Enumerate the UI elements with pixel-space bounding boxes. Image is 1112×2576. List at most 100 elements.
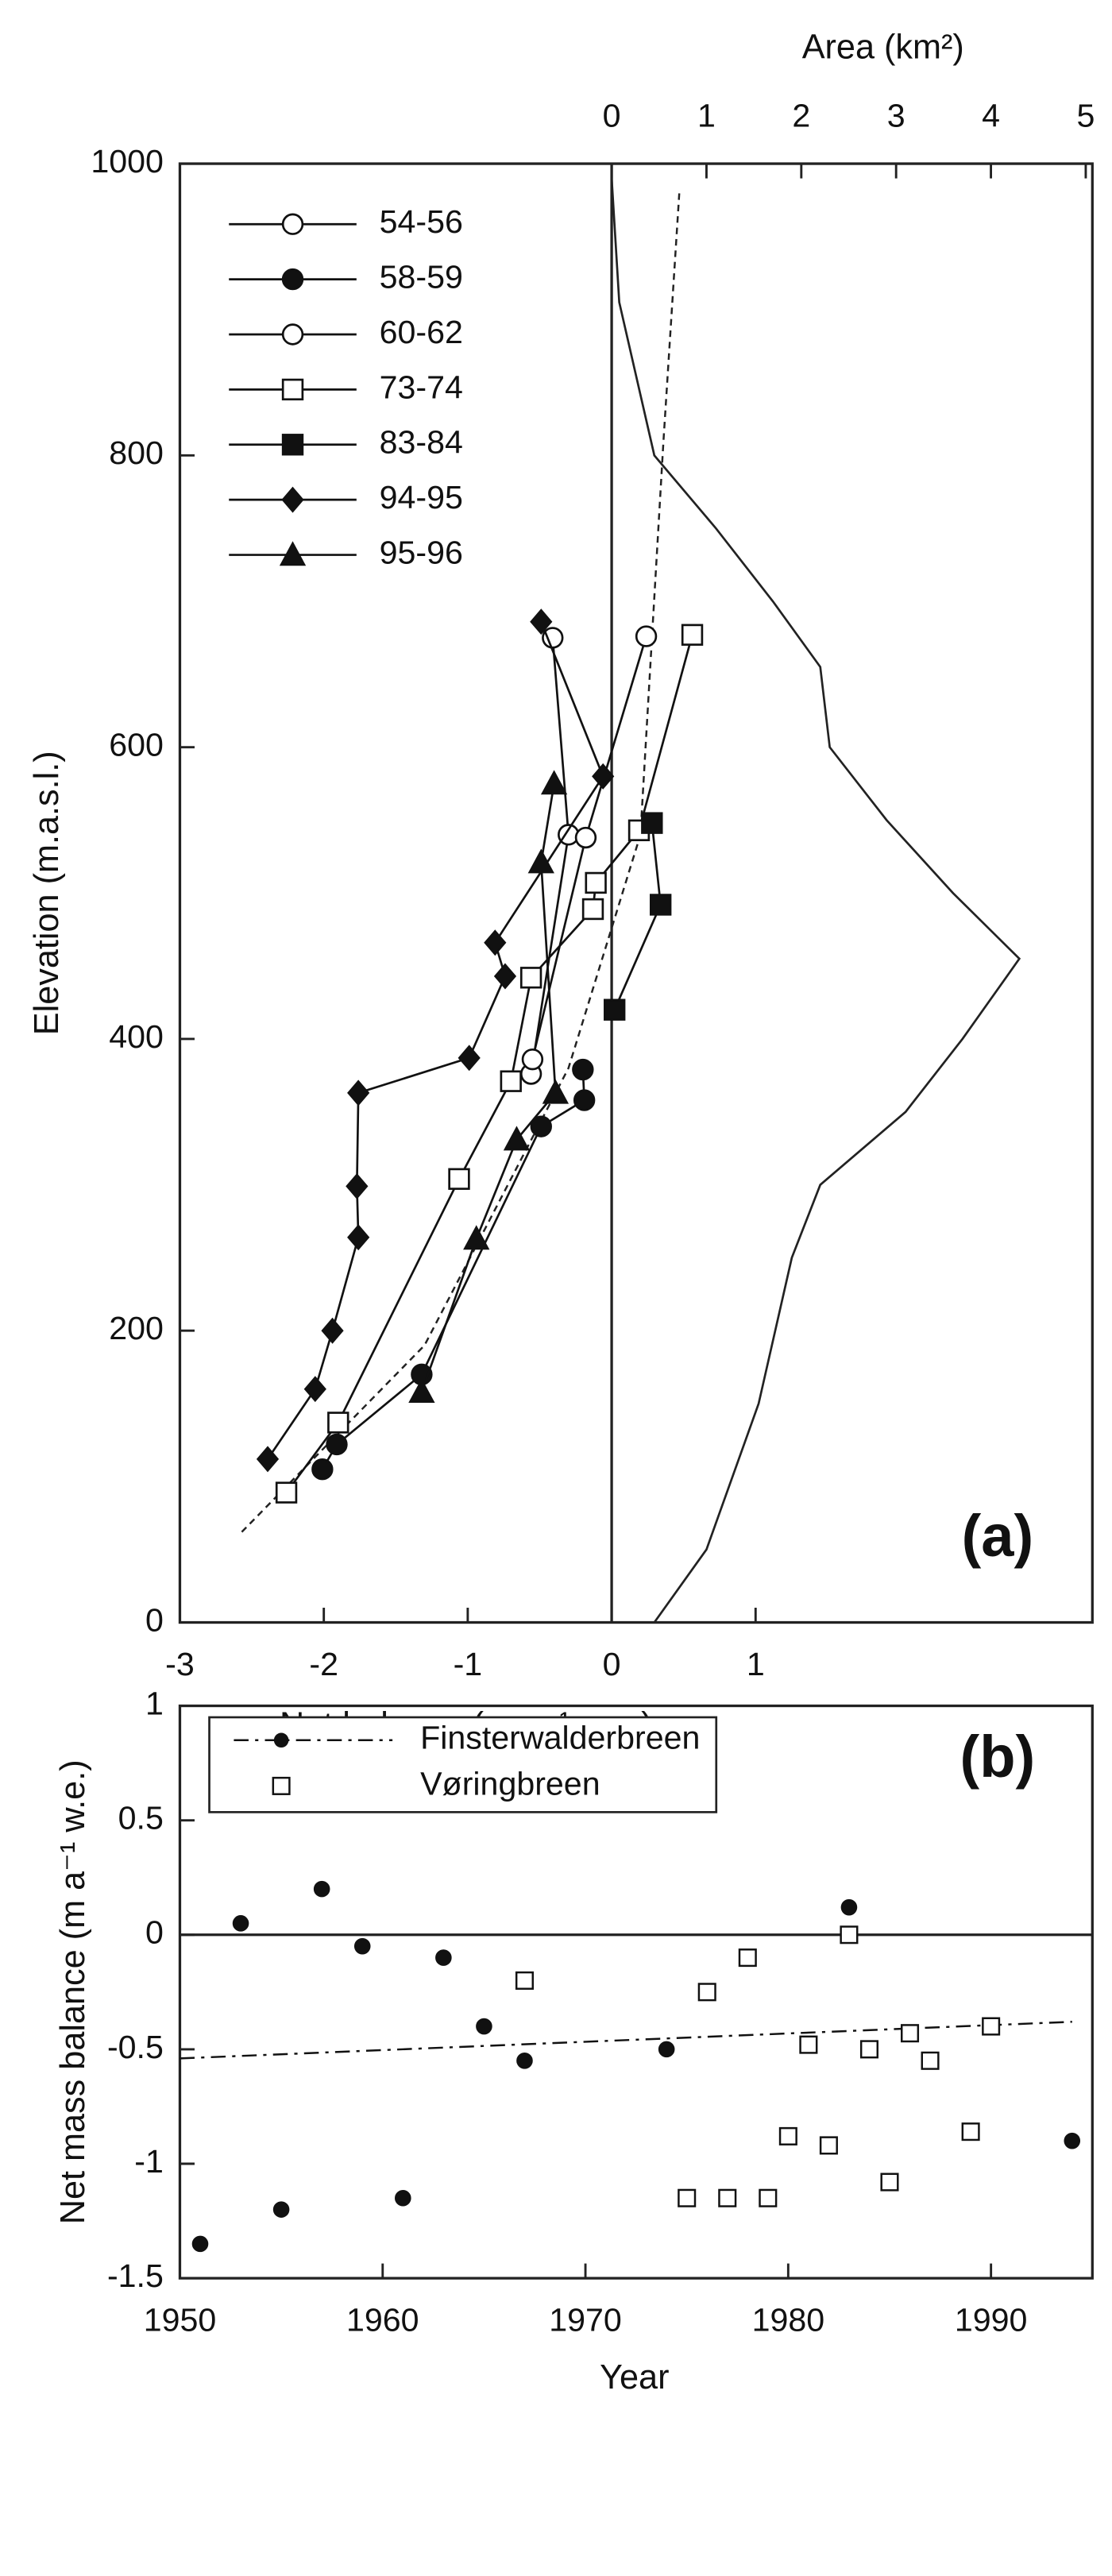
legend-marker — [279, 541, 307, 566]
data-point — [347, 1079, 370, 1106]
x-tick-label: -1 — [454, 1646, 483, 1682]
y-tick-label: 1000 — [91, 143, 164, 180]
x-tick-label: 1 — [747, 1646, 765, 1682]
x-tick-label: 1990 — [955, 2302, 1028, 2338]
annotation: (b) — [960, 1724, 1036, 1790]
legend-label: 54-56 — [380, 203, 463, 240]
x-tick-label: 1950 — [144, 2302, 217, 2338]
y-tick-label: 1 — [145, 1685, 164, 1721]
data-point — [530, 608, 553, 635]
y-tick-label: 0 — [145, 1601, 164, 1638]
x2-tick-label: 0 — [603, 97, 621, 133]
x-tick-label: 1970 — [549, 2302, 622, 2338]
legend-marker — [281, 213, 304, 235]
data-point — [519, 967, 542, 989]
data-point — [819, 2136, 838, 2155]
data-point — [542, 1079, 570, 1104]
data-point — [678, 2188, 697, 2207]
data-point — [697, 1983, 716, 2002]
data-point — [463, 1225, 490, 1250]
y-tick-label: -1 — [134, 2143, 164, 2180]
x-tick-label: -3 — [165, 1646, 195, 1682]
data-point — [394, 2189, 411, 2207]
series-line — [285, 634, 693, 1493]
data-point — [275, 1481, 298, 1504]
legend-marker — [272, 1776, 291, 1795]
y-axis-label: Net mass balance (m a⁻¹ w.e.) — [54, 1759, 92, 2224]
data-point — [604, 998, 626, 1021]
x-tick-label: 1980 — [752, 2302, 825, 2338]
legend-box — [208, 1716, 718, 1813]
data-point — [346, 1172, 369, 1199]
data-point — [311, 1458, 334, 1481]
y-tick-label: 600 — [109, 727, 164, 763]
data-point — [921, 2051, 940, 2070]
legend-marker — [281, 378, 304, 401]
legend-marker — [281, 486, 304, 513]
y-tick-label: 0.5 — [118, 1800, 164, 1836]
data-point — [232, 1915, 249, 1932]
data-point — [840, 1925, 859, 1945]
data-point — [500, 1070, 522, 1092]
y-tick-label: 400 — [109, 1018, 164, 1055]
data-point — [435, 1949, 452, 1966]
x-tick-label: -2 — [309, 1646, 338, 1682]
x2-tick-label: 4 — [982, 97, 1000, 133]
legend-label: Finsterwalderbreen — [420, 1720, 700, 1756]
data-point — [718, 2188, 737, 2207]
y-tick-label: 0 — [145, 1914, 164, 1951]
legend-marker — [281, 434, 304, 456]
data-point — [515, 1971, 534, 1990]
legend-label: 58-59 — [380, 258, 463, 295]
x2-tick-label: 1 — [697, 97, 716, 133]
plot-frame — [178, 1704, 1094, 2280]
data-point — [540, 770, 568, 795]
data-point — [585, 871, 607, 894]
legend-label: 94-95 — [380, 479, 463, 516]
data-point — [635, 625, 658, 647]
data-point — [982, 2017, 1001, 2036]
data-point — [859, 2040, 878, 2059]
y-axis-label: Elevation (m.a.s.l.) — [28, 751, 66, 1035]
data-point — [542, 627, 564, 649]
data-point — [516, 2052, 533, 2069]
x-axis-label: Year — [600, 2358, 669, 2396]
data-point — [408, 1378, 435, 1404]
data-point — [493, 963, 517, 990]
data-point — [503, 1126, 531, 1151]
data-point — [256, 1446, 280, 1473]
x-tick-label: 1960 — [346, 2302, 419, 2338]
data-point — [840, 1898, 858, 1916]
plot-frame — [178, 162, 1094, 1624]
data-point — [313, 1880, 330, 1898]
data-point — [592, 763, 615, 790]
data-point — [759, 2188, 778, 2207]
data-point — [778, 2126, 797, 2145]
legend-marker — [281, 268, 304, 291]
data-point — [521, 1048, 544, 1071]
area-curve — [610, 178, 1021, 1624]
x2-tick-label: 2 — [792, 97, 810, 133]
data-point — [1064, 2132, 1081, 2149]
x2-axis-label: Area (km²) — [802, 28, 964, 66]
trend-line — [241, 192, 681, 1533]
data-point — [272, 2201, 290, 2218]
legend-label: 95-96 — [380, 534, 463, 570]
data-point — [326, 1433, 348, 1456]
data-point — [530, 1115, 552, 1137]
data-point — [572, 1058, 594, 1081]
data-point — [961, 2122, 980, 2142]
series-line — [420, 783, 557, 1392]
data-point — [581, 898, 604, 921]
data-point — [574, 826, 597, 849]
data-point — [649, 894, 672, 916]
legend-marker — [281, 323, 304, 346]
x2-tick-label: 5 — [1076, 97, 1095, 133]
y-tick-label: 800 — [109, 434, 164, 471]
trend-line — [180, 2021, 1072, 2060]
legend-label: Vøringbreen — [420, 1765, 600, 1802]
data-point — [191, 2235, 209, 2253]
data-point — [321, 1317, 344, 1344]
data-point — [458, 1045, 481, 1072]
